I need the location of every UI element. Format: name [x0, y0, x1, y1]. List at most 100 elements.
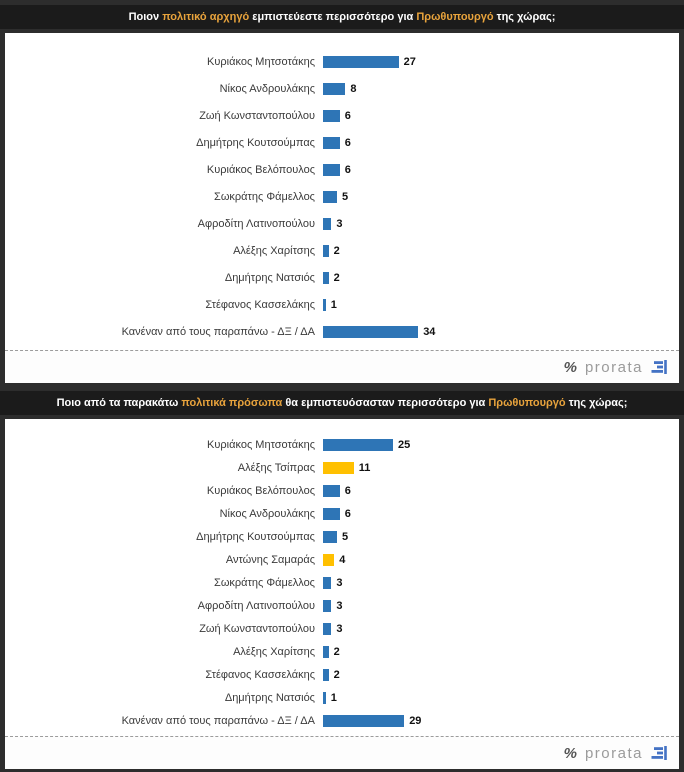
chart-row: Σωκράτης Φάμελλος 3 — [5, 571, 679, 594]
chart-row: Κυριάκος Μητσοτάκης 25 — [5, 433, 679, 456]
bar-track: 27 — [323, 55, 679, 68]
bar-track: 34 — [323, 325, 679, 338]
bar-track: 6 — [323, 163, 679, 176]
bars-top: Κυριάκος Μητσοτάκης 27 Νίκος Ανδρουλάκης 8 Ζ… — [5, 33, 679, 350]
value-label: 1 — [330, 691, 337, 704]
bar-track: 6 — [323, 109, 679, 122]
bar-track: 3 — [323, 217, 679, 230]
chart-row: Στέφανος Κασσελάκης 2 — [5, 663, 679, 686]
value-label: 11 — [358, 461, 371, 474]
bar-track: 6 — [323, 136, 679, 149]
bar-track: 6 — [323, 484, 679, 497]
chart-row: Αντώνης Σαμαράς 4 — [5, 548, 679, 571]
value-label: 27 — [403, 55, 416, 68]
bar-track: 3 — [323, 622, 679, 635]
bar-track: 1 — [323, 691, 679, 704]
category-label: Νίκος Ανδρουλάκης — [219, 82, 315, 95]
bar-track: 2 — [323, 271, 679, 284]
value-label: 4 — [339, 553, 346, 566]
bar-blue — [323, 645, 329, 658]
category-label: Αλέξης Χαρίτσης — [233, 244, 315, 257]
bar-track: 2 — [323, 645, 679, 658]
bar-track: 3 — [323, 599, 679, 612]
value-label: 6 — [344, 163, 351, 176]
percent-icon: % — [563, 358, 577, 376]
bar-blue — [323, 271, 329, 284]
title-text: Ποιο από τα παρακάτω — [56, 397, 182, 409]
category-label: Κανέναν από τους παραπάνω - ΔΞ / ΔΑ — [121, 325, 315, 338]
category-label: Κυριάκος Μητσοτάκης — [207, 438, 315, 451]
title-highlight: πολιτικό αρχηγό — [162, 11, 250, 23]
value-label: 2 — [333, 271, 340, 284]
bar-blue — [323, 55, 399, 68]
chart-row: Στέφανος Κασσελάκης 1 — [5, 291, 679, 318]
category-label: Αντώνης Σαμαράς — [225, 553, 315, 566]
prorata-wordmark: prorata — [584, 744, 643, 762]
chart-row: Αλέξης Χαρίτσης 2 — [5, 237, 679, 264]
category-label: Δημήτρης Νατσιός — [224, 691, 315, 704]
bar-blue — [323, 82, 346, 95]
chart-row: Αλέξης Χαρίτσης 2 — [5, 640, 679, 663]
bar-blue — [323, 244, 329, 257]
chart-row: Κυριάκος Βελόπουλος 6 — [5, 156, 679, 183]
bar-blue — [323, 714, 405, 727]
poll-panel-bottom: Ποιο από τα παρακάτω πολιτικά πρόσωπα θα… — [0, 386, 684, 769]
chart-footer-bottom: % prorata — [5, 736, 679, 769]
bar-gold — [323, 553, 335, 566]
bars-bottom: Κυριάκος Μητσοτάκης 25 Αλέξης Τσίπρας 11 Κυρ… — [5, 419, 679, 736]
bar-blue — [323, 507, 340, 520]
bar-track: 2 — [323, 244, 679, 257]
value-label: 2 — [333, 668, 340, 681]
bar-blue — [323, 190, 337, 203]
category-label: Αφροδίτη Λατινοπούλου — [197, 599, 315, 612]
bar-track: 6 — [323, 507, 679, 520]
bar-blue — [323, 691, 326, 704]
bar-blue — [323, 136, 340, 149]
bar-blue — [323, 484, 340, 497]
chart-row: Δημήτρης Κουτσούμπας 6 — [5, 129, 679, 156]
chart-row: Δημήτρης Νατσιός 2 — [5, 264, 679, 291]
bar-blue — [323, 576, 332, 589]
category-label: Δημήτρης Νατσιός — [224, 271, 315, 284]
category-label: Σωκράτης Φάμελλος — [214, 576, 315, 589]
title-text: Ποιον — [128, 11, 163, 23]
bar-track: 29 — [323, 714, 679, 727]
title-text: εμπιστεύεστε περισσότερο για — [249, 11, 417, 23]
bar-blue — [323, 325, 419, 338]
chart-row: Ζωή Κωνσταντοπούλου 6 — [5, 102, 679, 129]
value-label: 6 — [344, 109, 351, 122]
category-label: Κυριάκος Βελόπουλος — [206, 484, 315, 497]
title-text: της χώρας; — [565, 397, 628, 409]
chart-row: Δημήτρης Κουτσούμπας 5 — [5, 525, 679, 548]
value-label: 2 — [333, 244, 340, 257]
value-label: 5 — [342, 530, 349, 543]
poll-panel-top: Ποιον πολιτικό αρχηγό εμπιστεύεστε περισ… — [0, 0, 684, 383]
title-highlight: πολιτικά πρόσωπα — [181, 397, 283, 409]
bar-blue — [323, 622, 332, 635]
category-label: Αφροδίτη Λατινοπούλου — [197, 217, 315, 230]
category-label: Ζωή Κωνσταντοπούλου — [199, 622, 315, 635]
bar-track: 1 — [323, 298, 679, 311]
value-label: 6 — [344, 136, 351, 149]
category-label: Κανέναν από τους παραπάνω - ΔΞ / ΔΑ — [121, 714, 315, 727]
bar-gold — [323, 461, 354, 474]
title-text: της χώρας; — [493, 11, 556, 23]
bar-blue — [323, 217, 332, 230]
chart-row: Σωκράτης Φάμελλος 5 — [5, 183, 679, 210]
percent-icon: % — [563, 744, 577, 762]
chart-area-bottom: Κυριάκος Μητσοτάκης 25 Αλέξης Τσίπρας 11 Κυρ… — [5, 419, 679, 769]
bar-track: 11 — [323, 461, 679, 474]
chart-row: Νίκος Ανδρουλάκης 6 — [5, 502, 679, 525]
bar-track: 2 — [323, 668, 679, 681]
value-label: 3 — [336, 576, 343, 589]
value-label: 3 — [336, 599, 343, 612]
value-label: 2 — [333, 645, 340, 658]
bar-blue — [323, 163, 340, 176]
chart-row: Δημήτρης Νατσιός 1 — [5, 686, 679, 709]
category-label: Αλέξης Χαρίτσης — [233, 645, 315, 658]
value-label: 5 — [342, 190, 349, 203]
title-highlight: Πρωθυπουργό — [416, 11, 494, 23]
bar-track: 5 — [323, 190, 679, 203]
category-label: Κυριάκος Μητσοτάκης — [207, 55, 315, 68]
